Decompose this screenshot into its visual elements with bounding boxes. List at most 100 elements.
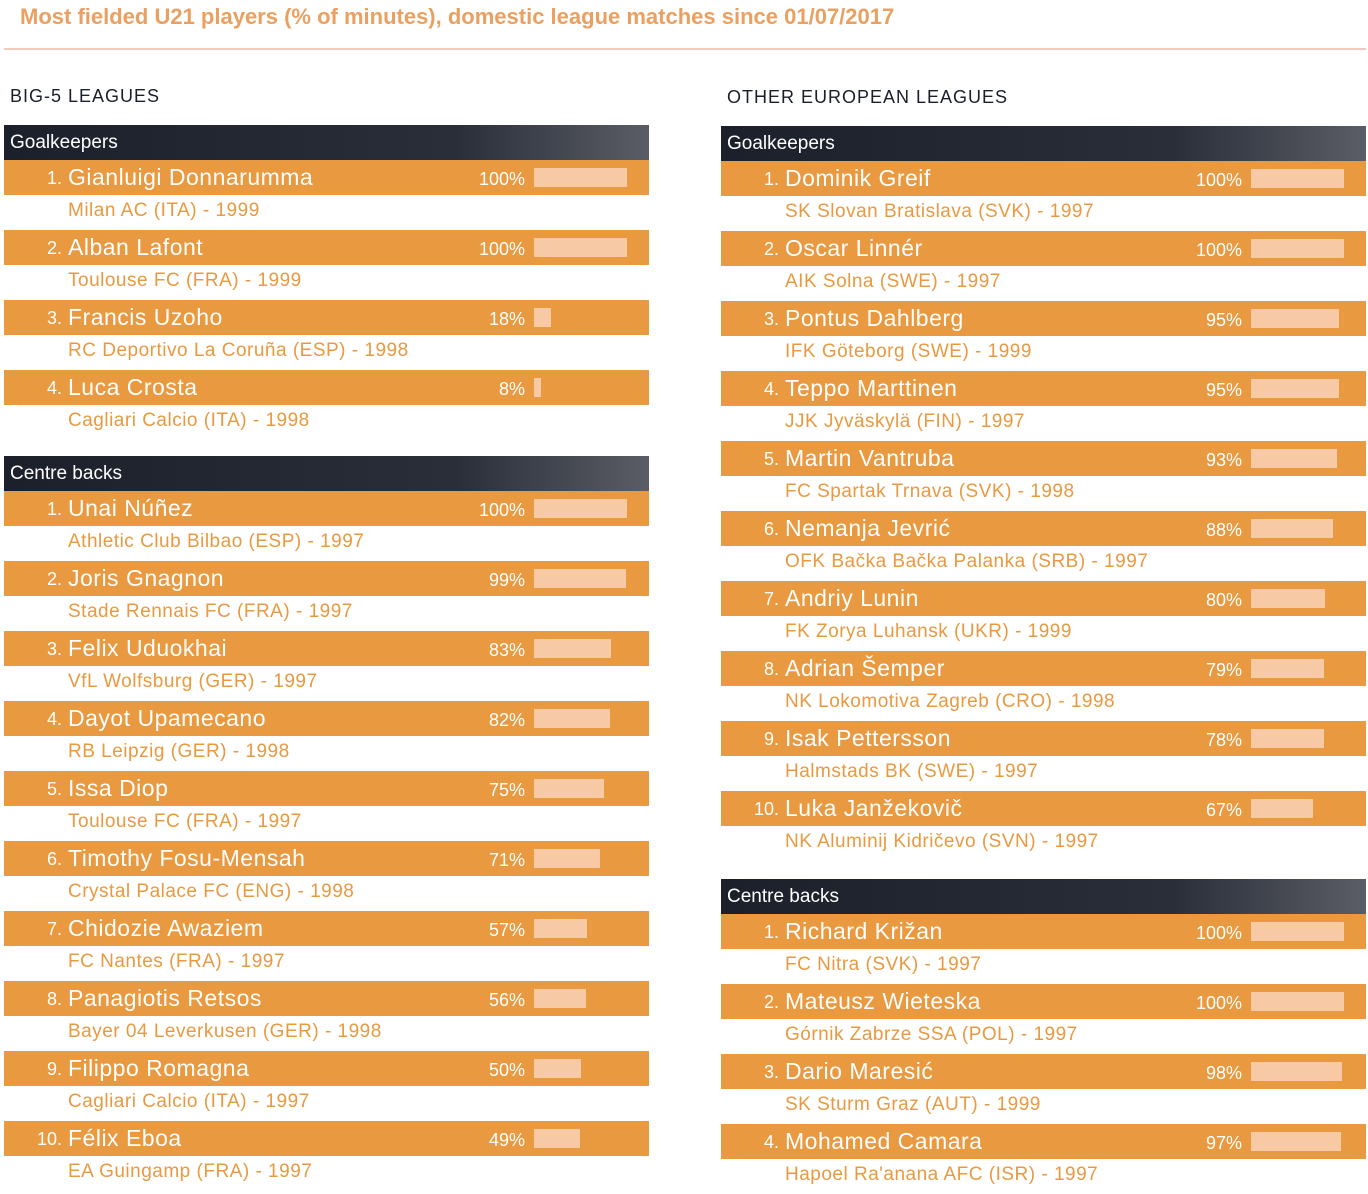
player-rank: 2. (46, 238, 62, 258)
player-row: 2. Mateusz Wieteska 100% Górnik Zabrze SSA … (721, 984, 1366, 1054)
minutes-percent-label: 50% (488, 1060, 525, 1080)
player-club: Górnik Zabrze SSA (POL) - 1997 (785, 1024, 1078, 1045)
player-club: FC Nitra (SVK) - 1997 (785, 954, 982, 975)
minutes-bar (1251, 519, 1333, 538)
player-row: 6. Timothy Fosu-Mensah 71% Crystal Palace F… (4, 841, 649, 911)
player-name: Andriy Lunin (785, 585, 919, 611)
player-club: FC Nantes (FRA) - 1997 (68, 951, 285, 972)
player-row: 8. Adrian Šemper 79% NK Lokomotiva Zagreb (… (721, 651, 1366, 721)
player-band: 4. Mohamed Camara 97% (721, 1124, 1366, 1159)
player-club: Toulouse FC (FRA) - 1997 (68, 811, 302, 832)
player-club: Toulouse FC (FRA) - 1999 (68, 270, 302, 291)
player-row: 3. Dario Maresić 98% SK Sturm Graz (AUT) - … (721, 1054, 1366, 1124)
player-band: 4. Teppo Marttinen 95% (721, 371, 1366, 406)
player-row: 3. Francis Uzoho 18% RC Deportivo La Coruña… (4, 300, 649, 370)
player-club: NK Aluminij Kidričevo (SVN) - 1997 (785, 831, 1099, 852)
player-band: 9. Isak Pettersson 78% (721, 721, 1366, 756)
player-rank: 2. (763, 239, 779, 259)
player-club: VfL Wolfsburg (GER) - 1997 (68, 671, 318, 692)
minutes-bar (1251, 239, 1344, 258)
minutes-percent-label: 49% (488, 1130, 525, 1150)
player-club: Athletic Club Bilbao (ESP) - 1997 (68, 531, 365, 552)
player-name: Francis Uzoho (68, 304, 223, 330)
player-row: 4. Teppo Marttinen 95% JJK Jyväskylä (FIN) … (721, 371, 1366, 441)
player-row: 9. Isak Pettersson 78% Halmstads BK (SWE) -… (721, 721, 1366, 791)
player-club: Hapoel Ra'anana AFC (ISR) - 1997 (785, 1164, 1099, 1185)
player-band: 1. Gianluigi Donnarumma 100% (4, 160, 649, 195)
player-rank: 9. (763, 729, 779, 749)
player-band: 1. Unai Núñez 100% (4, 491, 649, 526)
minutes-percent-label: 95% (1205, 380, 1242, 400)
minutes-bar (1251, 799, 1314, 818)
minutes-percent-label: 78% (1205, 730, 1242, 750)
player-rank: 3. (763, 1062, 779, 1082)
player-rank: 1. (763, 922, 779, 942)
player-name: Martin Vantruba (785, 445, 955, 471)
minutes-percent-label: 100% (478, 169, 525, 189)
player-rank: 4. (46, 709, 62, 729)
minutes-percent-label: 67% (1205, 800, 1242, 820)
minutes-percent-label: 100% (1195, 240, 1242, 260)
minutes-percent-label: 80% (1205, 590, 1242, 610)
player-name: Dario Maresić (785, 1058, 934, 1084)
minutes-bar (1251, 729, 1324, 748)
minutes-bar (534, 919, 587, 938)
other-leagues-heading: OTHER EUROPEAN LEAGUES (727, 87, 1009, 107)
player-band: 4. Dayot Upamecano 82% (4, 701, 649, 736)
player-band: 3. Francis Uzoho 18% (4, 300, 649, 335)
minutes-bar (1251, 1062, 1343, 1081)
player-band: 6. Timothy Fosu-Mensah 71% (4, 841, 649, 876)
player-club: OFK Bačka Bačka Palanka (SRB) - 1997 (785, 551, 1149, 572)
player-band: 1. Dominik Greif 100% (721, 161, 1366, 196)
player-row: 1. Richard Križan 100% FC Nitra (SVK) - 199… (721, 914, 1366, 984)
position-group: Centre backs 1. Unai Núñez 100% Athletic Clu… (4, 456, 649, 1191)
player-band: 7. Andriy Lunin 80% (721, 581, 1366, 616)
player-club: Bayer 04 Leverkusen (GER) - 1998 (68, 1021, 382, 1042)
player-row: 3. Pontus Dahlberg 95% IFK Göteborg (SWE) -… (721, 301, 1366, 371)
player-club: Halmstads BK (SWE) - 1997 (785, 761, 1039, 782)
player-band: 2. Joris Gnagnon 99% (4, 561, 649, 596)
player-band: 4. Luca Crosta 8% (4, 370, 649, 405)
player-band: 1. Richard Križan 100% (721, 914, 1366, 949)
minutes-bar (534, 639, 612, 658)
player-name: Dominik Greif (785, 165, 931, 191)
minutes-bar (1251, 169, 1344, 188)
player-name: Isak Pettersson (785, 725, 952, 751)
player-club: NK Lokomotiva Zagreb (CRO) - 1998 (785, 691, 1116, 712)
player-row: 7. Chidozie Awaziem 57% FC Nantes (FRA) - 1… (4, 911, 649, 981)
minutes-bar (534, 238, 627, 257)
minutes-bar (534, 779, 604, 798)
player-name: Chidozie Awaziem (68, 915, 264, 941)
big5-heading: BIG-5 LEAGUES (10, 86, 161, 106)
player-band: 6. Nemanja Jevrić 88% (721, 511, 1366, 546)
player-rank: 1. (46, 499, 62, 519)
player-band: 5. Issa Diop 75% (4, 771, 649, 806)
player-rank: 5. (763, 449, 779, 469)
player-name: Félix Eboa (68, 1125, 182, 1151)
player-name: Panagiotis Retsos (68, 985, 262, 1011)
player-band: 3. Pontus Dahlberg 95% (721, 301, 1366, 336)
player-name: Unai Núñez (68, 495, 194, 521)
player-name: Adrian Šemper (785, 655, 945, 681)
player-row: 8. Panagiotis Retsos 56% Bayer 04 Leverkuse… (4, 981, 649, 1051)
player-name: Felix Uduokhai (68, 635, 228, 661)
minutes-bar (534, 1059, 581, 1078)
player-band: 5. Martin Vantruba 93% (721, 441, 1366, 476)
player-band: 10. Félix Eboa 49% (4, 1121, 649, 1156)
player-name: Oscar Linnér (785, 235, 923, 261)
player-rank: 7. (46, 919, 62, 939)
group-header: Goalkeepers (4, 125, 649, 160)
minutes-bar (1251, 992, 1344, 1011)
position-group: Goalkeepers 1. Gianluigi Donnarumma 100% Mil… (4, 125, 649, 440)
player-rank: 6. (763, 519, 779, 539)
player-rank: 10. (36, 1129, 62, 1149)
minutes-percent-label: 100% (478, 239, 525, 259)
player-rank: 1. (46, 168, 62, 188)
player-name: Luka Janžekovič (785, 795, 963, 821)
minutes-bar (1251, 659, 1325, 678)
player-name: Gianluigi Donnarumma (68, 164, 314, 190)
minutes-bar (1251, 922, 1344, 941)
player-rank: 3. (46, 308, 62, 328)
player-rank: 2. (46, 569, 62, 589)
player-rank: 10. (753, 799, 779, 819)
